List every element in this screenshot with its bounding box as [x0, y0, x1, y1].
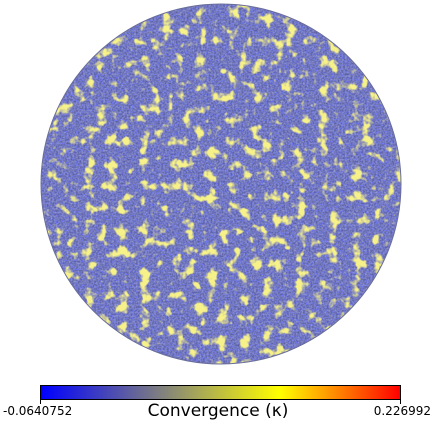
- sky-sphere: [40, 3, 402, 365]
- convergence-map: [40, 3, 402, 365]
- map-high-regions: [41, 4, 401, 364]
- colorbar-min-label: -0.0640752: [3, 404, 73, 418]
- colorbar-title: Convergence (κ): [147, 401, 289, 421]
- colorbar-min-tick: [40, 400, 41, 404]
- sphere-edge: [40, 3, 402, 365]
- colorbar: [40, 385, 401, 400]
- colorbar-max-label: 0.226992: [373, 404, 431, 418]
- colorbar-max-tick: [400, 400, 401, 404]
